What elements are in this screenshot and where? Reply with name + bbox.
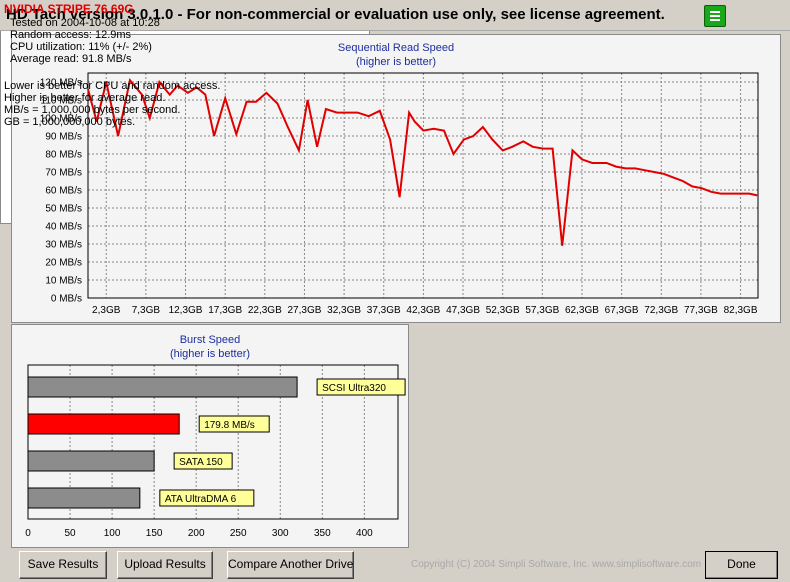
seq-chart-title: Sequential Read Speed	[338, 42, 454, 54]
burst-chart-subtitle: (higher is better)	[170, 348, 250, 360]
burst-x-tick-label: 0	[25, 528, 31, 539]
seq-x-tick-label: 47,3GB	[446, 305, 480, 316]
burst-bar-label: SATA 150	[179, 457, 223, 468]
seq-y-tick-label: 40 MB/s	[45, 222, 82, 233]
upload-results-button[interactable]: Upload Results	[117, 551, 213, 579]
seq-x-tick-label: 37,3GB	[367, 305, 401, 316]
seq-y-tick-label: 80 MB/s	[45, 150, 82, 161]
seq-y-tick-label: 90 MB/s	[45, 132, 82, 143]
burst-speed-panel: Burst Speed (higher is better) 0 50 100 150…	[11, 324, 409, 548]
seq-x-tick-label: 32,3GB	[327, 305, 361, 316]
burst-x-tick-label: 400	[356, 528, 373, 539]
burst-bar-label: ATA UltraDMA 6	[165, 494, 237, 505]
sequential-read-chart: Sequential Read Speed (higher is better)…	[40, 42, 759, 316]
seq-x-tick-label: 22,3GB	[248, 305, 282, 316]
seq-y-tick-label: 60 MB/s	[45, 186, 82, 197]
title-bar: HD Tach version 3.0.1.0 - For non-commer…	[0, 0, 790, 31]
print-icon[interactable]	[704, 5, 726, 27]
burst-chart-title: Burst Speed	[180, 334, 241, 346]
window-title: HD Tach version 3.0.1.0 - For non-commer…	[6, 6, 665, 23]
seq-y-tick-label: 100 MB/s	[40, 114, 82, 125]
burst-bar	[27, 413, 180, 435]
burst-bar	[27, 376, 298, 398]
random-access: Random access: 12.9ms	[10, 29, 132, 41]
read-speed-line	[87, 77, 758, 246]
note-gb-definition: GB = 1,000,000,000 bytes.	[4, 116, 136, 128]
seq-chart-subtitle: (higher is better)	[356, 56, 436, 68]
burst-x-tick-label: 50	[64, 528, 76, 539]
seq-x-tick-label: 67,3GB	[605, 305, 639, 316]
copyright-text: Copyright (C) 2004 Simpli Software, Inc.…	[411, 559, 702, 570]
seq-y-tick-label: 0 MB/s	[51, 294, 82, 305]
burst-x-tick-label: 250	[230, 528, 247, 539]
average-read: Average read: 91.8 MB/s	[10, 53, 132, 65]
cpu-utilization: CPU utilization: 11% (+/- 2%)	[10, 41, 152, 53]
burst-bar-label-box	[159, 489, 255, 507]
burst-bar-label: SCSI Ultra320	[322, 383, 386, 394]
note-mbs-definition: MB/s = 1,000,000 bytes per second.	[4, 104, 181, 116]
seq-x-tick-label: 77,3GB	[684, 305, 718, 316]
seq-plot-frame	[87, 72, 759, 299]
seq-y-tick-label: 110 MB/s	[41, 96, 83, 107]
drive-name: NVIDIA STRIPE 76.69G	[4, 2, 134, 16]
save-results-button[interactable]: Save Results	[19, 551, 107, 579]
seq-x-tick-label: 27,3GB	[288, 305, 322, 316]
burst-x-tick-label: 300	[272, 528, 289, 539]
burst-bar-label-box	[173, 452, 233, 470]
seq-y-tick-label: 20 MB/s	[45, 258, 82, 269]
seq-x-tick-label: 17,3GB	[208, 305, 242, 316]
sequential-read-panel: Sequential Read Speed (higher is better)…	[11, 34, 781, 323]
seq-x-tick-label: 72,3GB	[644, 305, 678, 316]
burst-plot-frame	[27, 364, 399, 520]
compare-another-drive-button[interactable]: Compare Another Drive	[227, 551, 354, 579]
tested-date: Tested on 2004-10-08 at 10:28	[10, 17, 160, 29]
burst-bar-label: 179.8 MB/s	[204, 420, 255, 431]
burst-speed-chart: Burst Speed (higher is better) 0 50 100 150…	[25, 334, 406, 539]
seq-x-tick-label: 52,3GB	[486, 305, 520, 316]
burst-x-tick-label: 100	[104, 528, 121, 539]
seq-y-tick-label: 10 MB/s	[45, 276, 82, 287]
seq-x-tick-label: 12,3GB	[169, 305, 203, 316]
seq-x-tick-label: 57,3GB	[525, 305, 559, 316]
note-average-read: Higher is better for average read.	[4, 92, 166, 104]
burst-x-tick-label: 350	[314, 528, 331, 539]
seq-y-tick-label: 50 MB/s	[45, 204, 82, 215]
burst-bar	[27, 450, 155, 472]
seq-x-tick-label: 42,3GB	[406, 305, 440, 316]
note-cpu-random: Lower is better for CPU and random acces…	[4, 80, 221, 92]
seq-x-tick-label: 62,3GB	[565, 305, 599, 316]
seq-y-tick-label: 30 MB/s	[45, 240, 82, 251]
burst-x-tick-label: 150	[146, 528, 163, 539]
seq-y-tick-label: 120 MB/s	[40, 78, 82, 89]
seq-y-tick-label: 70 MB/s	[45, 168, 82, 179]
burst-bar-label-box	[198, 415, 270, 433]
seq-x-tick-label: 2,3GB	[92, 305, 121, 316]
seq-x-tick-label: 82,3GB	[724, 305, 758, 316]
burst-bar-label-box	[316, 378, 406, 396]
burst-bar	[27, 487, 141, 509]
seq-x-tick-label: 7,3GB	[132, 305, 161, 316]
burst-x-tick-label: 200	[188, 528, 205, 539]
done-button[interactable]: Done	[705, 551, 778, 579]
